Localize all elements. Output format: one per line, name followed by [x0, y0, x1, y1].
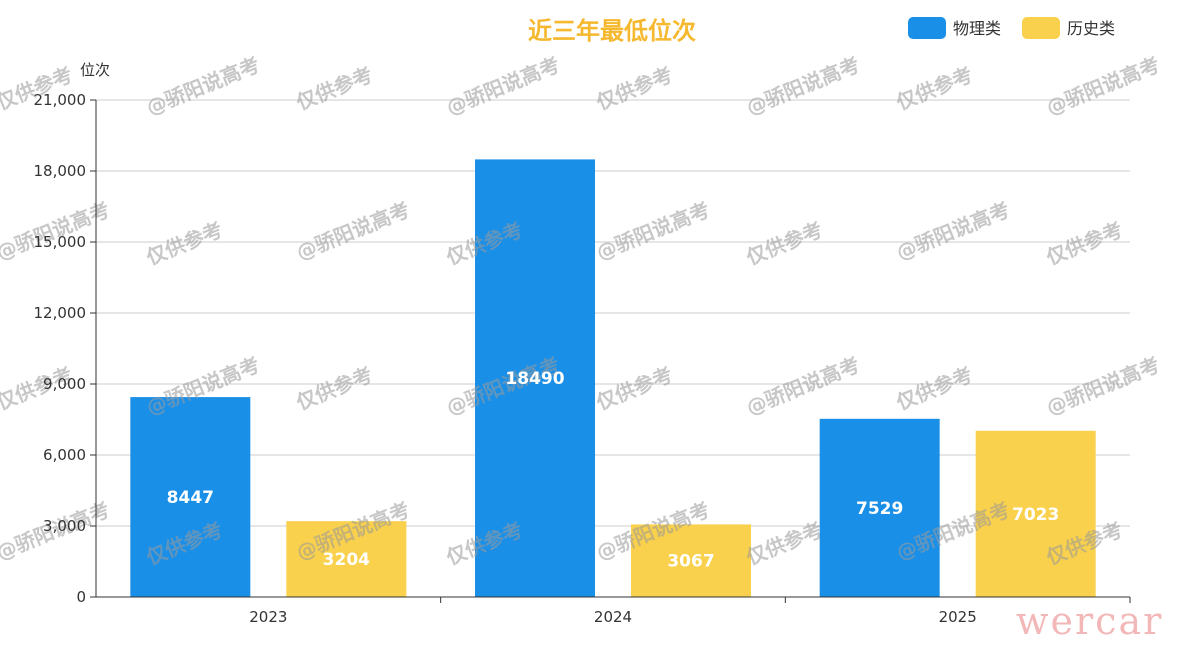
- watermark-text: 仅供参考: [293, 362, 376, 414]
- x-tick-label: 2024: [594, 608, 632, 626]
- watermark-text: 仅供参考: [893, 362, 976, 414]
- y-tick-label: 0: [76, 588, 86, 606]
- bar-value-label: 7023: [1012, 505, 1059, 525]
- watermark-text: @骄阳说高考: [743, 352, 863, 419]
- y-tick-label: 15,000: [34, 233, 87, 251]
- axes: [95, 100, 1130, 598]
- bar-history-2024[interactable]: [631, 524, 751, 597]
- watermark-text: @骄阳说高考: [1043, 352, 1163, 419]
- x-tick-label: 2025: [939, 608, 977, 626]
- y-tick-label: 3,000: [43, 517, 86, 535]
- bar-value-label: 7529: [856, 499, 903, 519]
- legend-swatch-history[interactable]: [1022, 17, 1060, 39]
- bar-physics-2024[interactable]: [475, 159, 595, 598]
- corner-watermark: wercar: [1016, 599, 1163, 643]
- data-labels: 8447 3204 18490 3067 7529 7023: [167, 369, 1060, 572]
- bar-physics-2025[interactable]: [819, 418, 940, 597]
- legend-label-physics[interactable]: 物理类: [953, 19, 1001, 38]
- watermark-text: 仅供参考: [893, 62, 976, 114]
- bar-physics-2023[interactable]: [130, 397, 251, 597]
- watermark-text: 仅供参考: [143, 217, 226, 269]
- watermark-text: @骄阳说高考: [143, 52, 263, 119]
- watermark-text: 仅供参考: [293, 62, 376, 114]
- bar-value-label: 3204: [323, 550, 370, 570]
- y-tick-label: 18,000: [34, 162, 87, 180]
- watermark-text: 仅供参考: [743, 517, 826, 569]
- legend-label-history[interactable]: 历史类: [1067, 19, 1115, 38]
- grid-lines: [96, 99, 1130, 527]
- y-tick-label: 21,000: [34, 91, 87, 109]
- bar-history-2023[interactable]: [286, 521, 407, 597]
- watermark-text: 仅供参考: [743, 217, 826, 269]
- watermark-text: 仅供参考: [593, 362, 676, 414]
- watermark-text: @骄阳说高考: [1043, 52, 1163, 119]
- watermark-text: @骄阳说高考: [443, 52, 563, 119]
- x-tick-label: 2023: [249, 608, 287, 626]
- bar-value-label: 18490: [505, 369, 564, 389]
- tick-labels: 0 3,000 6,000 9,000 12,000 15,000 18,000 21,000…: [34, 91, 1131, 626]
- legend: 物理类 历史类: [908, 17, 1115, 39]
- y-tick-label: 12,000: [34, 304, 87, 322]
- bar-value-label: 8447: [167, 488, 214, 508]
- watermark-text: @骄阳说高考: [743, 52, 863, 119]
- y-axis-label: 位次: [80, 61, 110, 79]
- watermark-text: 仅供参考: [1043, 217, 1126, 269]
- watermark-text: 仅供参考: [593, 62, 676, 114]
- watermark-text: @骄阳说高考: [593, 197, 713, 264]
- legend-swatch-physics[interactable]: [908, 17, 946, 39]
- bars: [130, 159, 1096, 598]
- y-tick-label: 6,000: [43, 446, 86, 464]
- watermark-text: @骄阳说高考: [293, 197, 413, 264]
- chart-title: 近三年最低位次: [528, 17, 696, 45]
- bar-value-label: 3067: [667, 552, 714, 572]
- y-tick-label: 9,000: [43, 375, 86, 393]
- bar-history-2025[interactable]: [975, 430, 1096, 597]
- watermark-text: @骄阳说高考: [893, 197, 1013, 264]
